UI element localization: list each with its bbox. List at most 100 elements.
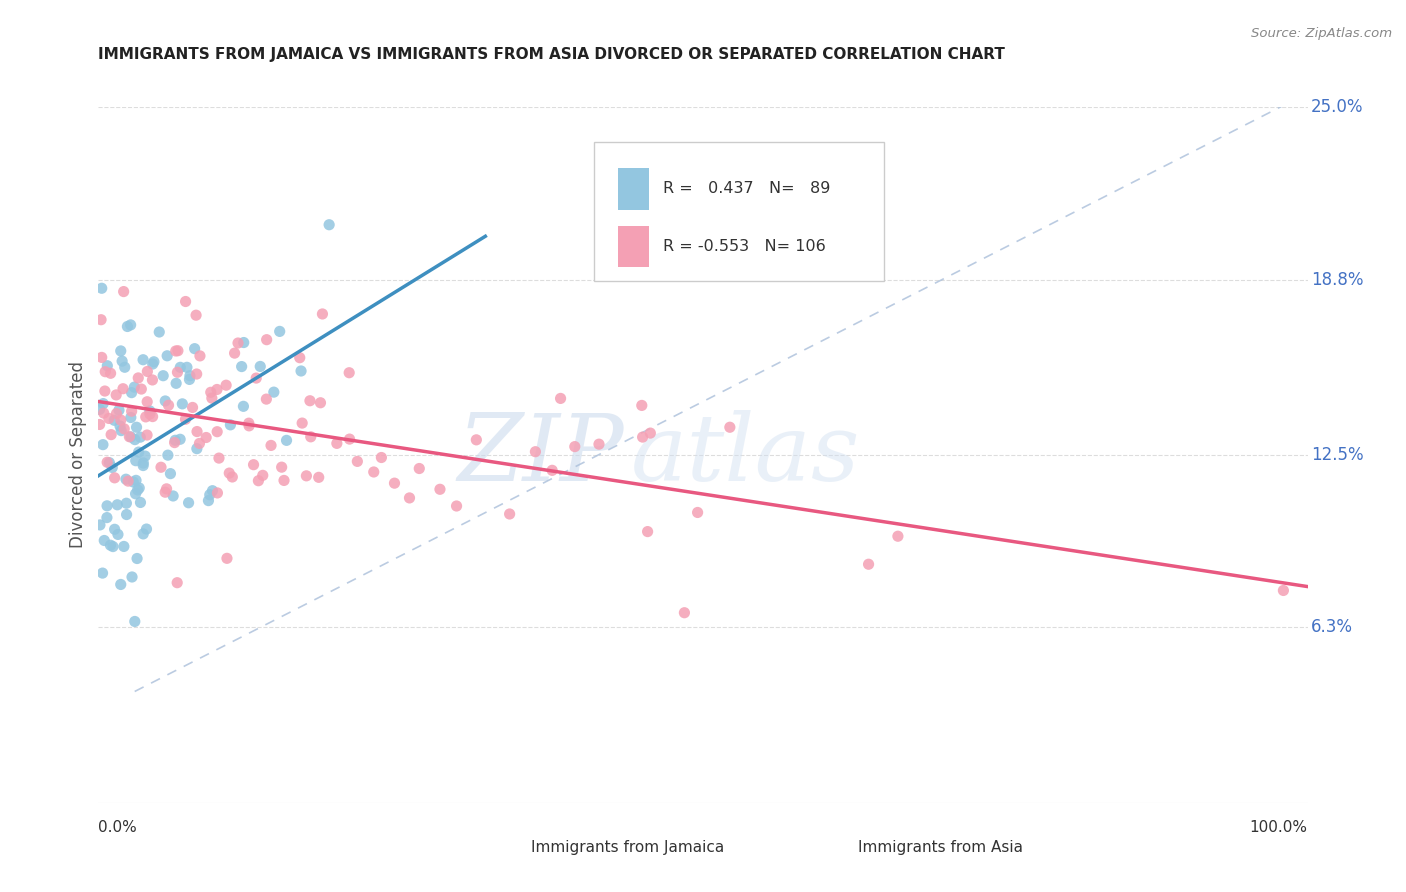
Point [117, 474, 139, 488]
Point [90, 351, 112, 365]
Point [89, 417, 111, 432]
Text: 100.0%: 100.0% [1250, 821, 1308, 835]
Point [112, 285, 135, 299]
Point [363, 465, 385, 479]
Point [142, 355, 165, 369]
Point [127, 371, 149, 385]
Point [136, 394, 159, 409]
Point [256, 333, 278, 347]
Point [112, 422, 135, 436]
Bar [619, 226, 648, 268]
Point [249, 359, 271, 374]
Point [290, 364, 312, 378]
Point [91, 566, 114, 580]
Point [112, 540, 135, 554]
Point [408, 461, 430, 475]
Point [167, 343, 190, 358]
Point [125, 474, 148, 488]
Point [186, 367, 208, 381]
Point [208, 451, 231, 466]
Point [156, 349, 179, 363]
Point [718, 420, 741, 434]
Point [110, 413, 132, 427]
Point [89, 402, 111, 417]
Text: IMMIGRANTS FROM JAMAICA VS IMMIGRANTS FROM ASIA DIVORCED OR SEPARATED CORRELATIO: IMMIGRANTS FROM JAMAICA VS IMMIGRANTS FR… [98, 47, 1005, 62]
Point [159, 467, 181, 481]
Point [205, 425, 228, 439]
Point [120, 430, 142, 444]
Text: R = -0.553   N= 106: R = -0.553 N= 106 [664, 239, 825, 254]
Point [384, 476, 406, 491]
Point [125, 551, 148, 566]
Point [163, 435, 186, 450]
Point [166, 575, 188, 590]
Point [91, 396, 114, 410]
Point [103, 413, 125, 427]
Point [110, 343, 132, 358]
Point [94, 365, 117, 379]
Point [172, 397, 194, 411]
Point [114, 360, 136, 375]
Point [169, 360, 191, 375]
Point [104, 522, 127, 536]
Point [100, 427, 122, 442]
Point [179, 368, 201, 383]
Point [269, 325, 291, 339]
Point [541, 463, 564, 477]
Point [100, 538, 122, 552]
Point [200, 385, 222, 400]
Bar [824, 834, 851, 861]
Point [465, 433, 488, 447]
Point [132, 527, 155, 541]
Point [111, 354, 134, 368]
Point [117, 319, 139, 334]
Point [637, 524, 659, 539]
Point [245, 371, 267, 385]
Point [218, 466, 240, 480]
Point [100, 366, 122, 380]
Point [186, 442, 208, 456]
Point [224, 346, 246, 360]
Point [131, 382, 153, 396]
Point [105, 498, 128, 512]
Point [115, 508, 138, 522]
Text: 18.8%: 18.8% [1312, 270, 1364, 289]
Point [122, 475, 145, 489]
Point [110, 424, 132, 438]
Point [498, 507, 520, 521]
Point [446, 499, 468, 513]
Point [165, 343, 187, 358]
Point [96, 455, 118, 469]
Bar [619, 168, 648, 210]
Point [136, 364, 159, 378]
Point [311, 307, 333, 321]
Point [148, 325, 170, 339]
Point [295, 468, 318, 483]
Point [105, 388, 128, 402]
Point [631, 430, 654, 444]
Point [339, 432, 361, 446]
Point [136, 428, 159, 442]
Point [125, 420, 148, 434]
Point [135, 409, 157, 424]
Point [524, 444, 547, 458]
Point [90, 281, 112, 295]
Point [101, 460, 124, 475]
Point [188, 349, 211, 363]
Point [108, 419, 131, 434]
Point [215, 551, 238, 566]
Point [219, 417, 242, 432]
Point [165, 376, 187, 391]
Point [288, 351, 311, 365]
Point [221, 470, 243, 484]
Point [238, 416, 260, 430]
Point [96, 499, 118, 513]
Point [97, 411, 120, 425]
Point [252, 468, 274, 483]
Text: 6.3%: 6.3% [1312, 618, 1353, 637]
Point [98, 456, 121, 470]
Point [177, 496, 200, 510]
Point [156, 448, 179, 462]
Text: 12.5%: 12.5% [1312, 446, 1364, 464]
Text: atlas: atlas [630, 410, 860, 500]
